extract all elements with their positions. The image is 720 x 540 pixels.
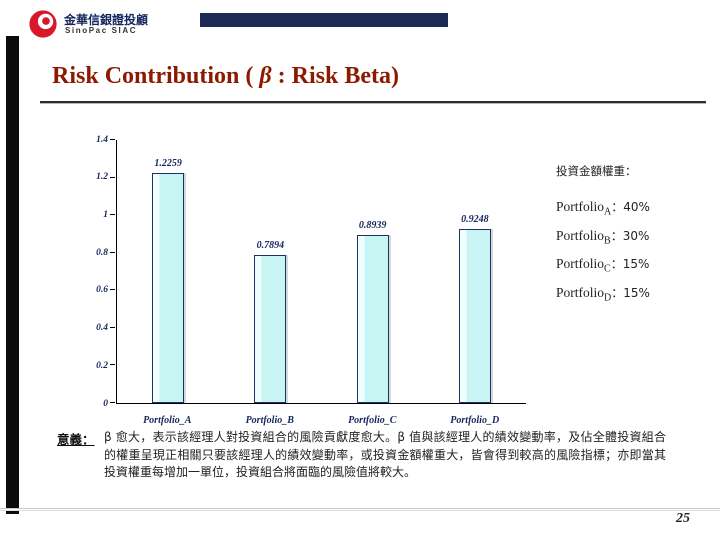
bar-value-label: 0.7894 [256,239,285,251]
x-category-label: Portfolio_D [450,415,500,426]
weight-separator: ： [611,200,624,214]
sinopac-logo-icon [29,10,57,38]
weight-subscript: D [604,292,612,304]
bar-portfolio_d [458,229,491,403]
title-divider [40,101,706,104]
y-tick-label: 0.6 [96,285,108,296]
y-tick-mark [110,214,115,216]
y-tick-mark [110,326,115,328]
weight-value: 30% [622,228,650,243]
y-tick-mark [110,364,115,366]
title-suffix: : Risk Beta) [271,63,399,89]
chart-bars: 1.2259 0.7894 0.8939 0.9248 [117,140,526,403]
weight-subscript: A [604,206,612,218]
weight-portfolio-name: Portfolio [556,227,605,243]
y-tick-label: 1.2 [96,171,108,182]
footer-divider [0,508,720,511]
bar-slot: 0.8939 [322,140,424,403]
bar-slot: 1.2259 [117,140,219,403]
page-number: 25 [676,511,690,526]
investment-weights-panel: 投資金額權重： PortfolioA：40% PortfolioB：30% Po… [556,163,714,310]
title-prefix: Risk Contribution ( [52,63,260,89]
chart-plot-area: 1.2259 0.7894 0.8939 0.9248 [110,139,526,404]
y-tick-label: 0.8 [96,247,108,258]
weight-portfolio-name: Portfolio [556,285,605,301]
risk-beta-bar-chart: 0 0.2 0.4 0.6 0.8 1 1.2 1.4 1.2259 0.7894 0.8939 0… [82,128,530,430]
weights-heading: 投資金額權重： [556,164,637,178]
x-category-label: Portfolio_A [143,415,192,426]
y-tick-mark [110,402,115,403]
y-tick-label: 1 [103,209,108,220]
chart-y-axis: 0 0.2 0.4 0.6 0.8 1 1.2 1.4 [82,135,115,408]
x-category-label: Portfolio_B [245,415,294,426]
weight-value: 15% [623,286,650,301]
chart-x-labels: Portfolio_A Portfolio_B Portfolio_C Portfol… [116,408,526,430]
weight-separator: ： [610,257,623,272]
y-tick-mark [110,139,115,140]
y-tick-mark [110,251,115,253]
brand-name-chinese: 金華信銀證投顧 [64,13,149,27]
y-tick-mark [110,289,115,291]
x-category-label: Portfolio_C [348,415,397,426]
weight-value: 40% [623,200,650,214]
weight-item: PortfolioA：40% [556,195,714,224]
left-accent-bar [6,36,19,514]
weight-separator: ： [610,228,623,243]
weight-separator: ： [611,286,624,301]
bar-value-label: 0.8939 [358,220,387,232]
bar-value-label: 0.9248 [461,214,489,226]
weight-item: PortfolioC：15% [556,252,714,281]
y-tick-label: 1.4 [96,134,108,145]
y-tick-label: 0.4 [96,322,108,333]
y-tick-label: 0 [103,398,108,409]
weight-portfolio-name: Portfolio [556,256,605,272]
weight-portfolio-name: Portfolio [556,199,605,214]
bar-slot: 0.7894 [219,140,321,403]
bar-slot: 0.9248 [424,140,526,403]
header-accent-bar [200,13,448,27]
weight-value: 15% [622,257,650,272]
weight-subscript: C [604,264,611,276]
bar-portfolio_c [356,235,389,403]
weight-item: PortfolioB：30% [556,224,714,253]
bar-portfolio_b [254,254,287,403]
weight-subscript: B [604,235,611,247]
weight-item: PortfolioD：15% [556,281,714,310]
meaning-text: β 愈大，表示該經理人對投資組合的風險貢獻度愈大。β 值與該經理人的績效變動率，… [104,430,666,479]
y-tick-mark [110,176,115,178]
page-title: Risk Contribution ( β : Risk Beta) [52,63,399,90]
meaning-label: 意義： [57,432,95,447]
bar-portfolio_a [152,172,185,403]
y-tick-label: 0.2 [96,360,108,371]
beta-symbol: β [259,63,272,89]
brand-name-english: SinoPac SIAC [65,26,138,35]
bar-value-label: 1.2259 [154,157,182,169]
